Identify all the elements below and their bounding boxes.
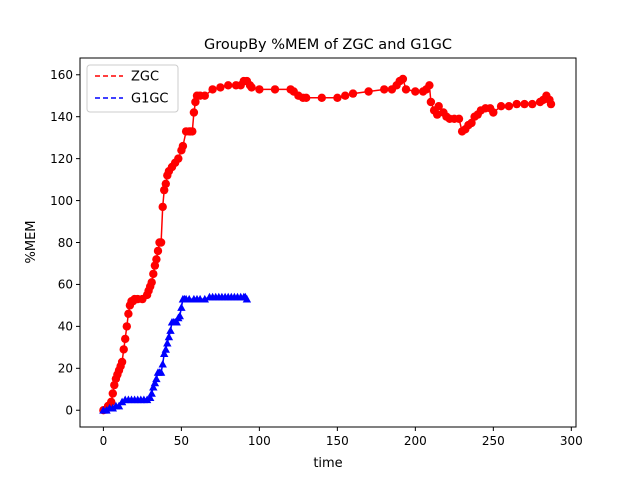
point-zgc bbox=[124, 309, 133, 318]
point-zgc bbox=[158, 202, 167, 212]
y-tick-label: 20 bbox=[58, 362, 73, 376]
point-g1gc bbox=[158, 359, 167, 368]
point-zgc bbox=[454, 114, 464, 124]
point-zgc bbox=[398, 74, 408, 84]
point-zgc bbox=[150, 261, 160, 270]
point-zgc bbox=[224, 81, 233, 90]
point-zgc bbox=[188, 127, 197, 136]
point-zgc bbox=[411, 87, 420, 96]
point-zgc bbox=[156, 238, 166, 247]
x-axis-label: time bbox=[313, 456, 342, 471]
x-tick-label: 300 bbox=[560, 434, 583, 448]
point-zgc bbox=[333, 93, 342, 103]
point-g1gc bbox=[149, 383, 158, 391]
y-axis: 0 20 40 60 80 100 120 140 160 bbox=[50, 68, 80, 418]
plot-frame bbox=[79, 57, 577, 428]
series-line-zgc bbox=[102, 77, 552, 411]
point-zgc bbox=[426, 97, 436, 107]
point-zgc bbox=[149, 269, 158, 279]
point-zgc bbox=[147, 278, 156, 287]
point-g1gc bbox=[147, 389, 156, 397]
point-zgc bbox=[160, 185, 169, 195]
point-zgc bbox=[191, 97, 200, 107]
point-zgc bbox=[504, 102, 514, 111]
x-tick-label: 150 bbox=[326, 434, 349, 448]
point-g1gc bbox=[152, 374, 161, 383]
x-tick-label: 200 bbox=[404, 434, 427, 448]
point-g1gc bbox=[175, 311, 184, 320]
point-zgc bbox=[189, 108, 199, 117]
y-tick-label: 0 bbox=[65, 404, 73, 418]
point-zgc bbox=[174, 154, 183, 163]
point-zgc bbox=[121, 334, 130, 344]
point-g1gc bbox=[163, 338, 172, 347]
point-zgc bbox=[117, 357, 127, 367]
x-tick-label: 100 bbox=[248, 434, 271, 448]
point-g1gc bbox=[177, 303, 186, 311]
point-zgc bbox=[401, 85, 411, 94]
point-g1gc bbox=[160, 349, 169, 357]
point-g1gc bbox=[146, 393, 155, 401]
point-g1gc bbox=[200, 294, 209, 303]
point-zgc bbox=[255, 85, 264, 94]
point-zgc bbox=[317, 93, 326, 103]
point-zgc bbox=[512, 99, 521, 109]
x-axis: 0 50 100 150 200 250 300 bbox=[100, 427, 583, 448]
plot-area bbox=[99, 74, 556, 415]
point-g1gc bbox=[161, 345, 170, 353]
x-tick-label: 50 bbox=[174, 434, 189, 448]
point-zgc bbox=[546, 99, 556, 109]
point-zgc bbox=[178, 141, 188, 151]
point-zgc bbox=[119, 345, 128, 354]
point-g1gc bbox=[114, 401, 124, 410]
y-tick-label: 140 bbox=[50, 110, 73, 124]
point-zgc bbox=[270, 85, 280, 94]
point-zgc bbox=[108, 389, 118, 398]
point-g1gc bbox=[166, 326, 175, 334]
point-zgc bbox=[348, 89, 358, 98]
point-zgc bbox=[153, 246, 163, 256]
point-zgc bbox=[496, 102, 506, 111]
point-zgc bbox=[434, 102, 443, 111]
point-g1gc bbox=[172, 318, 181, 326]
point-zgc bbox=[425, 81, 434, 90]
point-zgc bbox=[380, 85, 389, 94]
point-zgc bbox=[302, 93, 311, 103]
point-zgc bbox=[341, 91, 350, 100]
point-zgc bbox=[200, 91, 209, 100]
point-zgc bbox=[528, 99, 537, 109]
point-zgc bbox=[467, 118, 476, 128]
point-zgc bbox=[152, 255, 161, 264]
chart-title: GroupBy %MEM of ZGC and G1GC bbox=[204, 37, 452, 53]
legend: ZGC G1GC bbox=[86, 64, 179, 113]
point-zgc bbox=[161, 179, 170, 188]
point-zgc bbox=[520, 99, 529, 109]
point-g1gc bbox=[150, 378, 160, 387]
point-zgc bbox=[364, 87, 373, 96]
y-tick-label: 160 bbox=[50, 68, 73, 82]
point-zgc bbox=[110, 380, 119, 390]
y-axis-label: %MEM bbox=[24, 221, 39, 264]
point-g1gc bbox=[156, 368, 166, 376]
y-tick-label: 100 bbox=[50, 194, 73, 208]
point-zgc bbox=[122, 322, 131, 331]
point-zgc bbox=[216, 83, 225, 92]
x-tick-label: 0 bbox=[100, 434, 108, 448]
y-tick-label: 80 bbox=[58, 236, 73, 250]
y-tick-label: 120 bbox=[50, 152, 73, 166]
legend-g1gc-label: G1GC bbox=[131, 92, 169, 107]
x-tick-label: 250 bbox=[482, 434, 505, 448]
y-tick-label: 40 bbox=[58, 320, 73, 334]
point-g1gc bbox=[164, 332, 174, 341]
y-tick-label: 60 bbox=[58, 278, 73, 292]
point-zgc bbox=[208, 85, 217, 94]
point-zgc bbox=[107, 397, 116, 406]
legend-box bbox=[86, 64, 179, 113]
legend-zgc-label: ZGC bbox=[131, 70, 159, 85]
point-zgc bbox=[247, 83, 256, 92]
point-g1gc bbox=[242, 294, 252, 303]
point-zgc bbox=[489, 108, 498, 117]
